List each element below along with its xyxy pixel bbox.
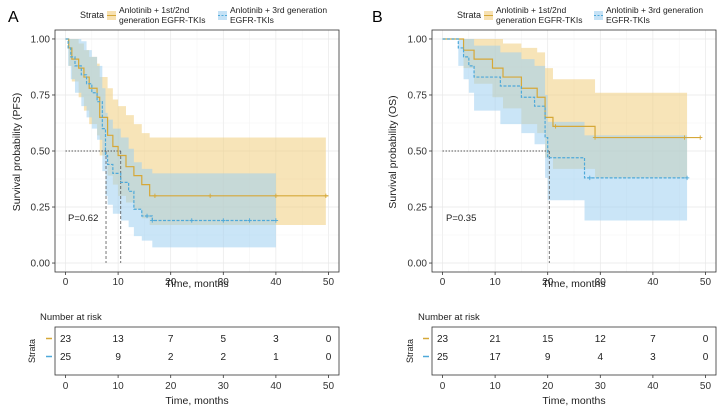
x-tick-label: 0 <box>63 277 69 288</box>
ci-band-2 <box>442 38 688 221</box>
risk-count: 2 <box>168 352 174 363</box>
p-value-b: P=0.35 <box>446 213 476 224</box>
risk-count: 21 <box>490 334 502 345</box>
risk-count: 12 <box>595 334 607 345</box>
km-plot-a: 0 10 20 30 40 50 0.00 0.25 0.50 0.75 1.00 <box>31 29 340 288</box>
y-tick-label: 0.25 <box>31 203 51 214</box>
x-tick-label: 50 <box>700 277 712 288</box>
legend-title-b: Strata <box>457 10 481 20</box>
y-tick-label: 0.00 <box>31 259 51 270</box>
risk-count: 4 <box>598 352 604 363</box>
risk-count: 5 <box>221 334 227 345</box>
y-tick-label: 0.50 <box>408 147 428 158</box>
risk-x-tick-label: 40 <box>647 381 659 392</box>
risk-count: 2 <box>221 352 227 363</box>
y-tick-label: 1.00 <box>31 34 51 45</box>
risk-count: 3 <box>273 334 279 345</box>
x-tick-label: 50 <box>323 277 335 288</box>
risk-title-b: Number at risk <box>418 312 480 323</box>
risk-x-tick-label: 40 <box>270 381 282 392</box>
x-tick-label: 20 <box>165 277 177 288</box>
y-axis-label-a: Survival probability (PFS) <box>11 93 23 211</box>
x-tick-label: 40 <box>647 277 659 288</box>
risk-x-tick-label: 10 <box>490 381 502 392</box>
risk-count: 1 <box>273 352 279 363</box>
y-tick-label: 0.75 <box>31 90 51 101</box>
risk-table-frame <box>54 326 340 376</box>
y-tick-label: 0.25 <box>408 203 428 214</box>
risk-count: 0 <box>326 352 332 363</box>
risk-count: 17 <box>490 352 502 363</box>
risk-x-tick-label: 50 <box>700 381 712 392</box>
x-axis-label-a: Time, months <box>165 278 228 290</box>
panel-letter-a: A <box>8 9 19 26</box>
x-tick-label: 30 <box>595 277 607 288</box>
km-curve-1 <box>442 38 701 139</box>
legend-g1-line1-a: Anlotinib + 1st/2nd <box>119 5 189 15</box>
risk-x-tick-label: 30 <box>218 381 230 392</box>
risk-count: 15 <box>542 334 554 345</box>
risk-title-a: Number at risk <box>40 312 102 323</box>
risk-count: 25 <box>60 352 72 363</box>
legend-g2-line1-a: Anlotinib + 3rd generation <box>230 5 327 15</box>
y-tick-label: 0.50 <box>31 147 51 158</box>
legend-g2-line1-b: Anlotinib + 3rd generation <box>606 5 703 15</box>
risk-strata-label-a: Strata <box>27 339 37 363</box>
km-curve-2 <box>442 38 688 179</box>
p-value-a: P=0.62 <box>68 213 98 224</box>
risk-strata-label-b: Strata <box>405 339 415 363</box>
legend-b: Strata Anlotinib + 1st/2nd generation EG… <box>457 5 703 25</box>
x-tick-label: 10 <box>113 277 125 288</box>
km-curve-1 <box>65 38 329 197</box>
risk-x-label-b: Time, months <box>542 395 605 407</box>
y-tick-label: 1.00 <box>408 34 428 45</box>
risk-table-a: 23 13 7 5 3 025 9 2 2 1 00 10 20 30 40 50 <box>46 326 340 392</box>
risk-count: 7 <box>650 334 656 345</box>
risk-count: 0 <box>326 334 332 345</box>
x-tick-label: 30 <box>218 277 230 288</box>
legend-g2-line2-a: EGFR-TKIs <box>230 15 274 25</box>
risk-x-tick-label: 50 <box>323 381 335 392</box>
panel-a: A Strata Anlotinib + 1st/2nd generation … <box>8 5 340 407</box>
risk-count: 3 <box>650 352 656 363</box>
legend-g1-line2-b: generation EGFR-TKIs <box>496 15 582 25</box>
risk-count: 13 <box>113 334 125 345</box>
legend-g2-line2-b: EGFR-TKIs <box>606 15 650 25</box>
km-plot-b: 0 10 20 30 40 50 0.00 0.25 0.50 0.75 1.00 <box>408 29 717 288</box>
y-axis-label-b: Survival probability (OS) <box>387 95 399 208</box>
risk-count: 9 <box>115 352 121 363</box>
risk-x-label-a: Time, months <box>165 395 228 407</box>
risk-x-tick-label: 20 <box>542 381 554 392</box>
x-tick-label: 40 <box>270 277 282 288</box>
risk-count: 0 <box>703 334 709 345</box>
legend-g1-line2-a: generation EGFR-TKIs <box>119 15 205 25</box>
panel-b: B Strata Anlotinib + 1st/2nd generation … <box>372 5 717 407</box>
risk-count: 23 <box>437 334 449 345</box>
x-tick-label: 0 <box>440 277 446 288</box>
risk-x-tick-label: 0 <box>63 381 69 392</box>
km-curve-2 <box>65 38 276 222</box>
risk-x-tick-label: 20 <box>165 381 177 392</box>
risk-count: 25 <box>437 352 449 363</box>
risk-x-tick-label: 10 <box>113 381 125 392</box>
risk-count: 7 <box>168 334 174 345</box>
panel-letter-b: B <box>372 9 383 26</box>
legend-a: Strata Anlotinib + 1st/2nd generation EG… <box>80 5 327 25</box>
risk-table-b: 23 21 15 12 7 025 17 9 4 3 00 10 20 30 40 50 <box>423 326 717 392</box>
risk-count: 0 <box>703 352 709 363</box>
y-tick-label: 0.00 <box>408 259 428 270</box>
x-axis-label-b: Time, months <box>542 278 605 290</box>
risk-count: 23 <box>60 334 72 345</box>
risk-table-frame <box>431 326 717 376</box>
legend-g1-line1-b: Anlotinib + 1st/2nd <box>496 5 566 15</box>
x-tick-label: 10 <box>490 277 502 288</box>
risk-x-tick-label: 30 <box>595 381 607 392</box>
risk-x-tick-label: 0 <box>440 381 446 392</box>
risk-count: 9 <box>545 352 551 363</box>
y-tick-label: 0.75 <box>408 90 428 101</box>
x-tick-label: 20 <box>542 277 554 288</box>
legend-title-a: Strata <box>80 10 104 20</box>
